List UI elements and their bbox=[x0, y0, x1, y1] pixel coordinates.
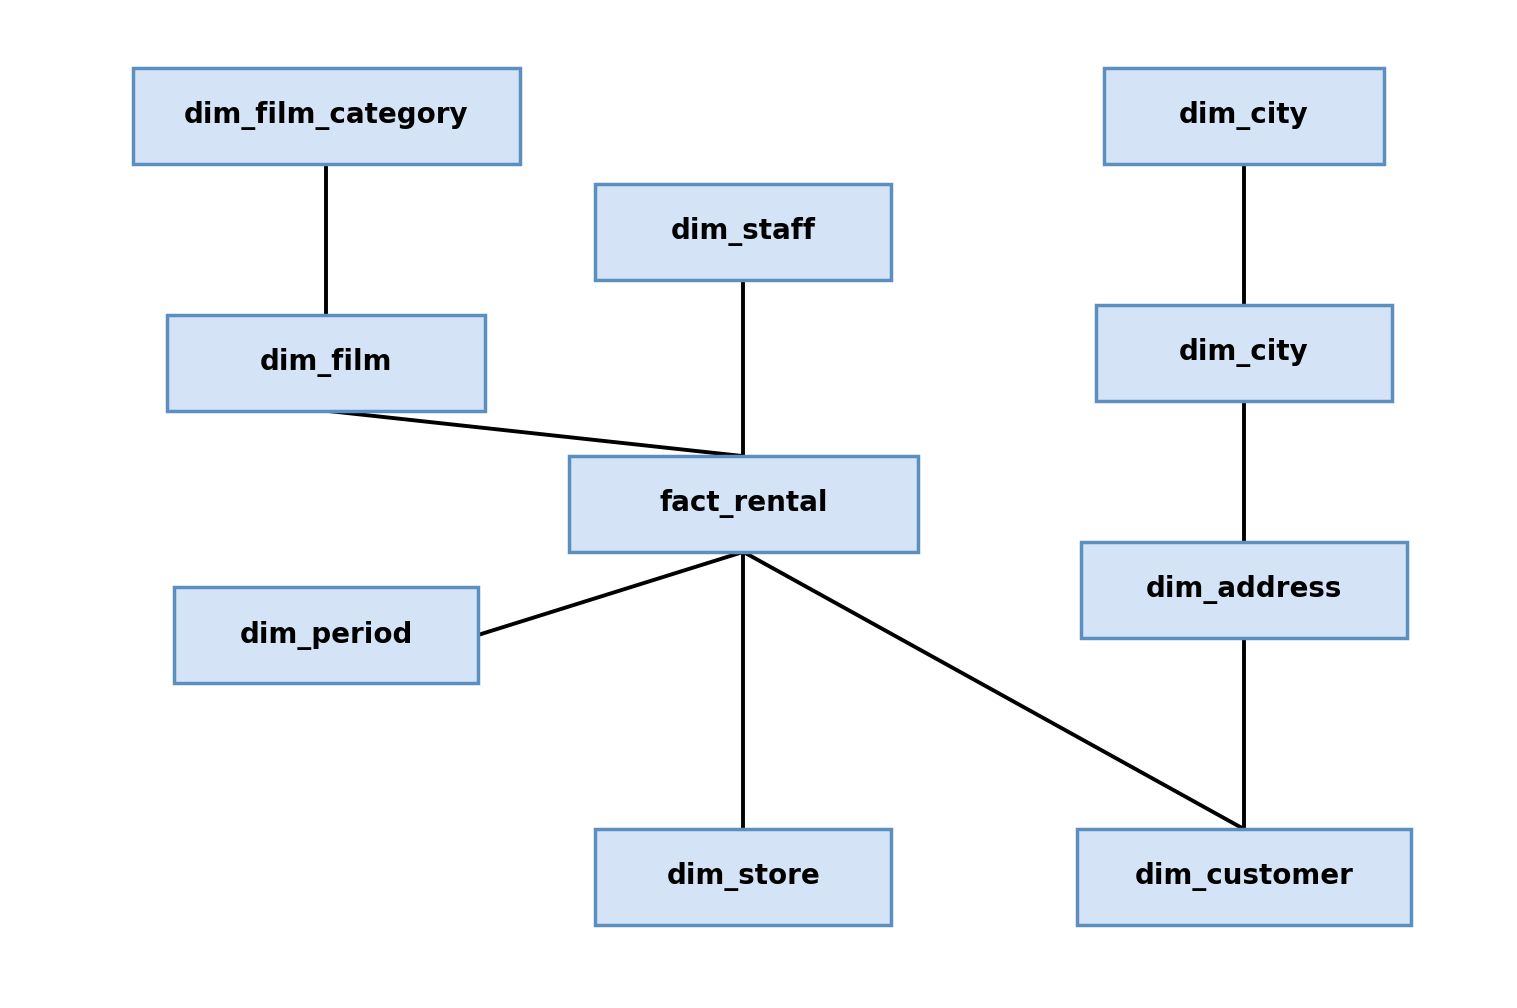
FancyBboxPatch shape bbox=[1095, 304, 1393, 400]
FancyBboxPatch shape bbox=[174, 587, 478, 683]
Text: dim_city: dim_city bbox=[1179, 102, 1309, 130]
FancyBboxPatch shape bbox=[132, 69, 519, 163]
FancyBboxPatch shape bbox=[595, 829, 890, 925]
Text: dim_film: dim_film bbox=[259, 349, 393, 377]
FancyBboxPatch shape bbox=[1077, 829, 1411, 925]
Text: dim_customer: dim_customer bbox=[1135, 863, 1353, 891]
FancyBboxPatch shape bbox=[1080, 542, 1406, 638]
FancyBboxPatch shape bbox=[1103, 69, 1384, 163]
Text: dim_staff: dim_staff bbox=[671, 218, 816, 246]
FancyBboxPatch shape bbox=[595, 184, 890, 279]
FancyBboxPatch shape bbox=[569, 456, 918, 552]
Text: dim_city: dim_city bbox=[1179, 339, 1309, 367]
Text: dim_address: dim_address bbox=[1145, 576, 1343, 604]
Text: dim_period: dim_period bbox=[240, 621, 413, 649]
Text: dim_film_category: dim_film_category bbox=[184, 102, 469, 130]
Text: fact_rental: fact_rental bbox=[658, 490, 828, 518]
Text: dim_store: dim_store bbox=[666, 863, 821, 891]
FancyBboxPatch shape bbox=[167, 314, 485, 411]
